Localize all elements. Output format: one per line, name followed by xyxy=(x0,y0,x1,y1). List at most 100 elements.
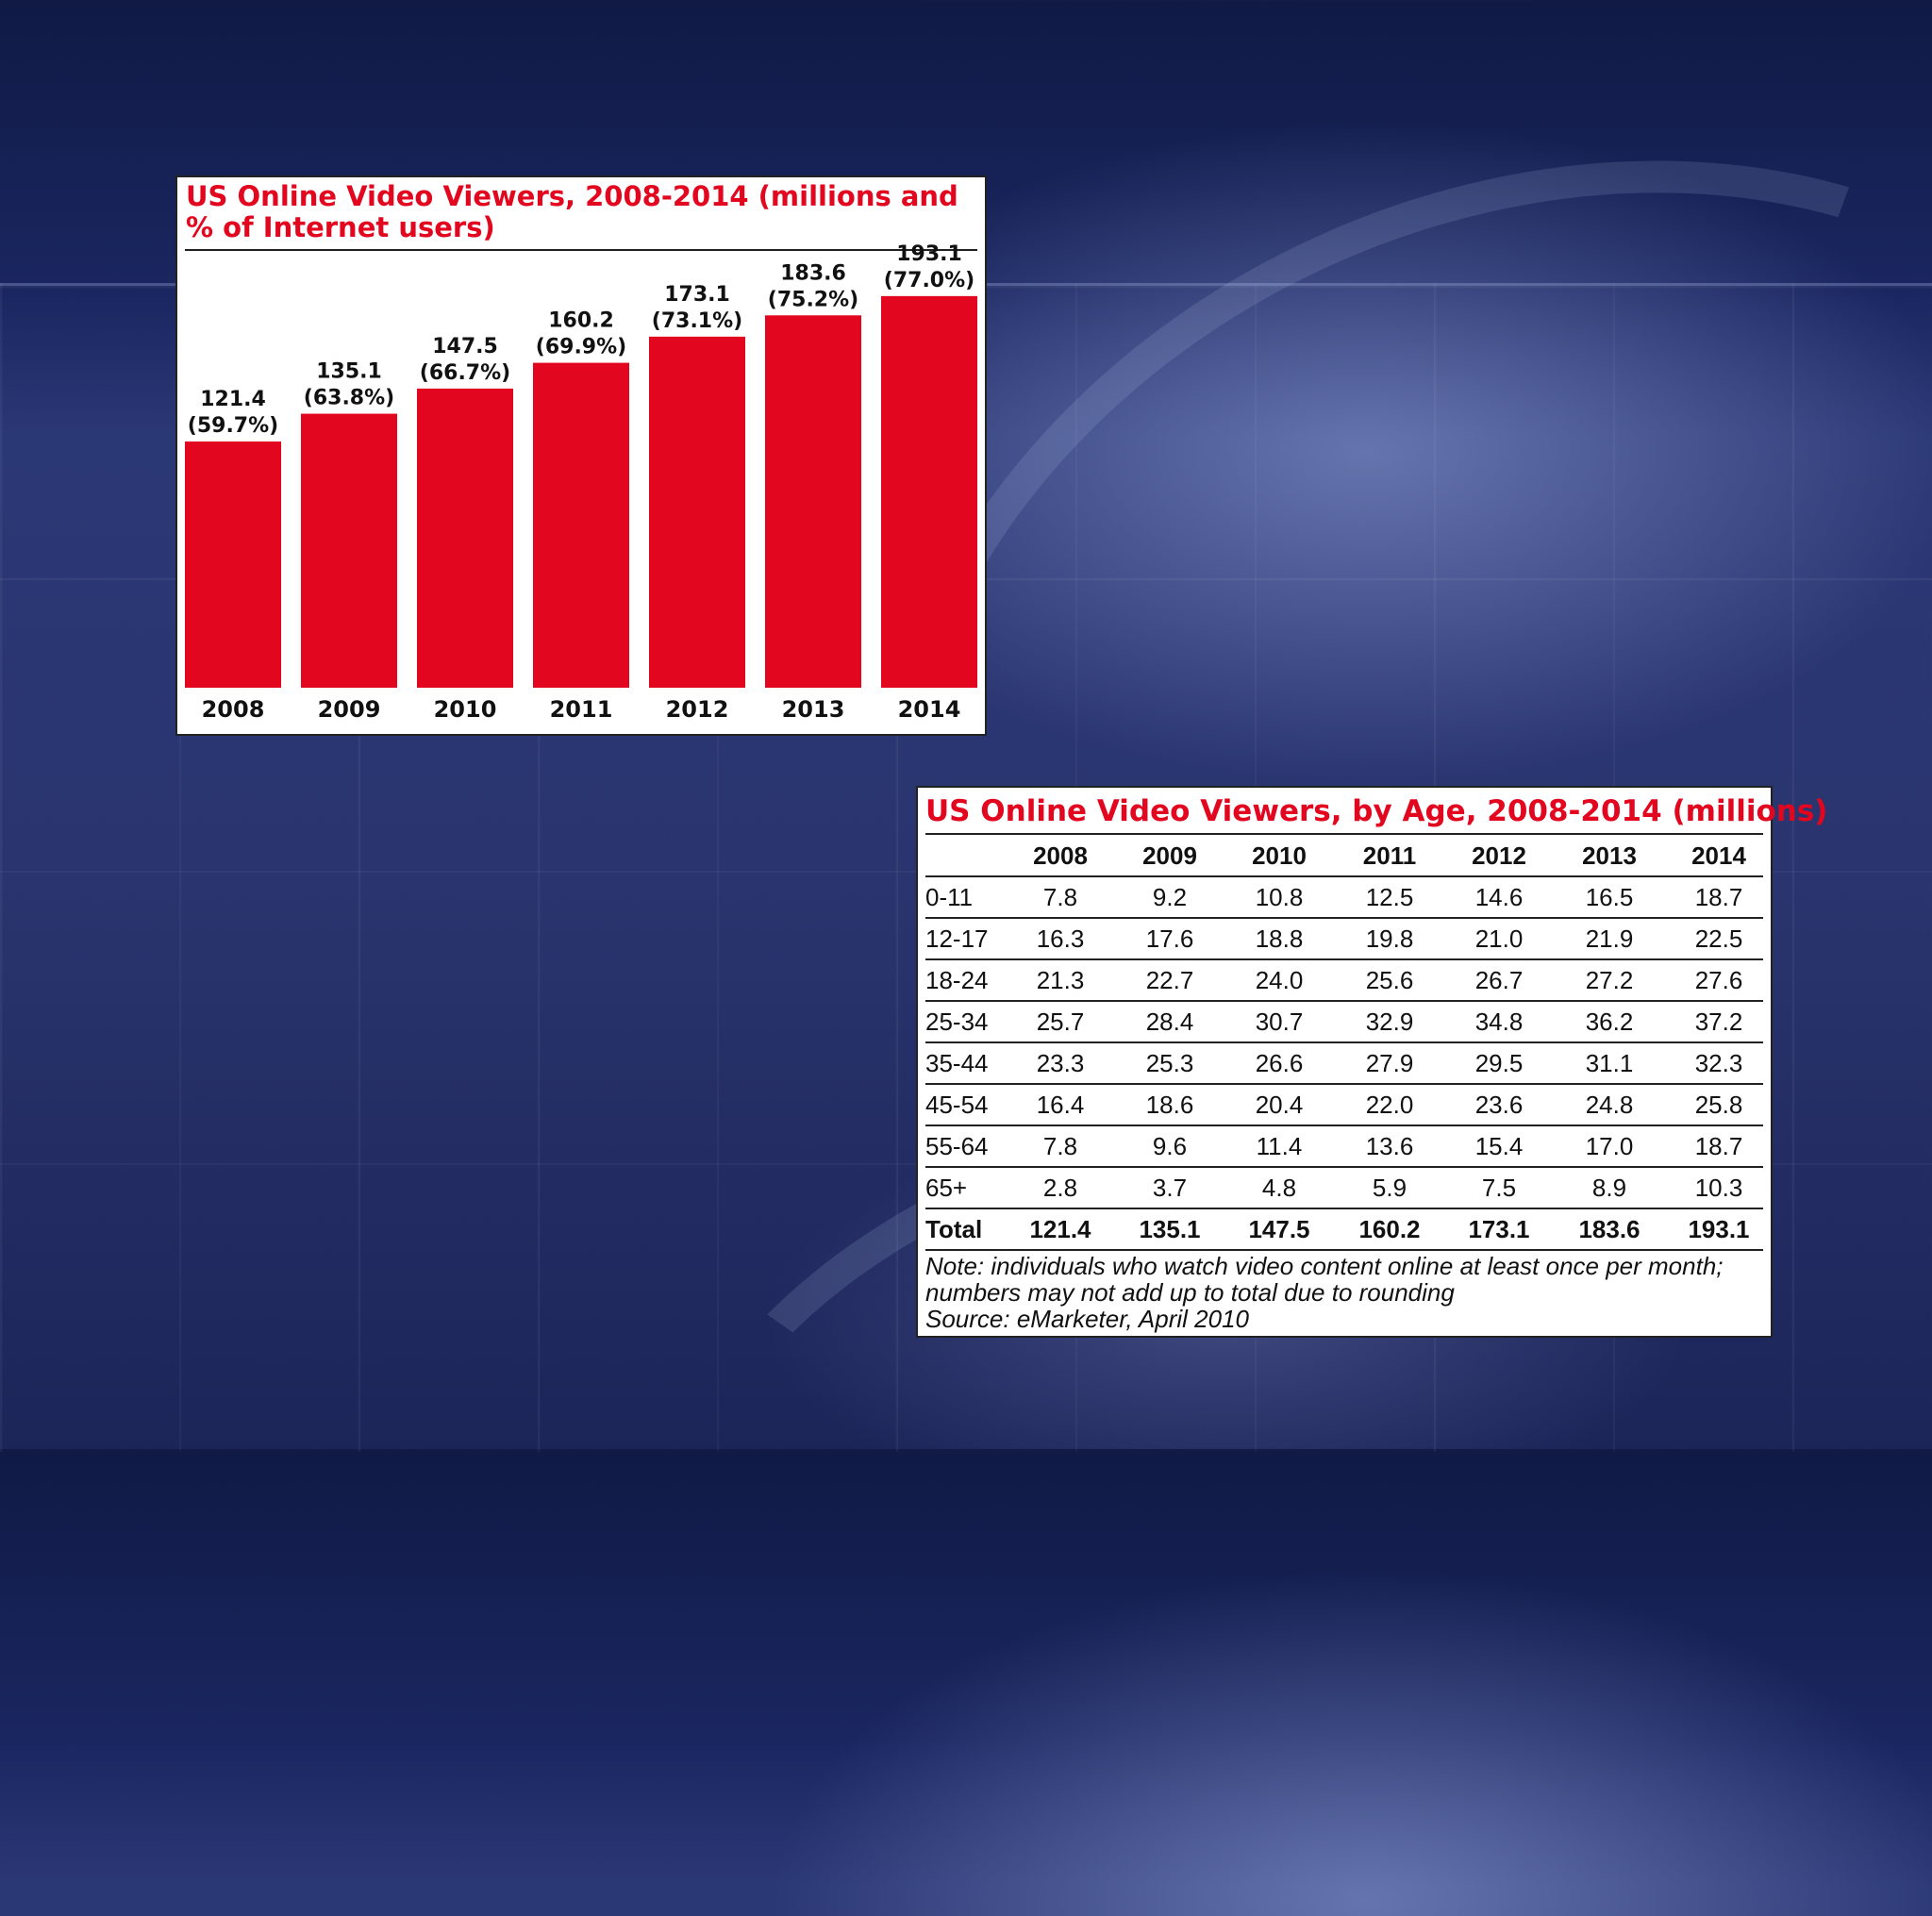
table-cell: 2009 xyxy=(1142,841,1197,870)
table-rule xyxy=(925,1125,1763,1126)
table-cell: 17.6 xyxy=(1145,925,1194,953)
chart-title: US Online Video Viewers, 2008-2014 (mill… xyxy=(186,180,958,243)
table-cell: 2008 xyxy=(1033,841,1088,870)
table-total-row: Total 121.4 135.1 147.5 160.2 173.1 183.6 193.1 xyxy=(925,1208,1763,1250)
table-row: 55-64 7.8 9.6 11.4 13.6 15.4 17.0 18.7 xyxy=(925,1125,1763,1167)
table-cell: 21.3 xyxy=(1036,966,1085,994)
x-tick-label: 2010 xyxy=(434,696,497,723)
table-rule xyxy=(925,1000,1763,1002)
table-cell: 12.5 xyxy=(1365,883,1414,911)
table-rule xyxy=(925,1249,1763,1251)
bar-percent-label: (73.1%) xyxy=(652,309,742,333)
x-tick-label: 2014 xyxy=(898,696,961,723)
x-tick-label: 2008 xyxy=(202,696,265,723)
table-cell: 11.4 xyxy=(1256,1132,1303,1160)
bar-value-label: 193.1 xyxy=(896,242,962,266)
table-cell: 20.4 xyxy=(1255,1091,1304,1119)
table-cell: 2011 xyxy=(1362,841,1417,870)
table-cell: 25.7 xyxy=(1036,1008,1085,1036)
table-cell: 7.8 xyxy=(1042,883,1078,911)
table-cell: 14.6 xyxy=(1474,883,1524,911)
table-cell: 16.5 xyxy=(1585,883,1634,911)
table-cell: 3.7 xyxy=(1152,1174,1188,1202)
table-cell: 22.7 xyxy=(1145,966,1194,994)
table-cell: 193.1 xyxy=(1688,1215,1750,1243)
table-cell: 27.6 xyxy=(1694,966,1743,994)
table-cell: 8.9 xyxy=(1591,1174,1627,1202)
bar-percent-label: (66.7%) xyxy=(420,361,510,385)
table-cell: 2013 xyxy=(1582,841,1637,870)
source-line: Source: eMarketer, April 2010 xyxy=(925,1305,1249,1333)
bar-2012 xyxy=(649,336,745,688)
table-row: 45-54 16.4 18.6 20.4 22.0 23.6 24.8 25.8 xyxy=(925,1084,1763,1125)
table-cell: 9.6 xyxy=(1152,1132,1188,1160)
row-label: 25-34 xyxy=(925,1008,989,1036)
table-cell: 24.8 xyxy=(1585,1091,1634,1119)
table-cell: 17.0 xyxy=(1585,1132,1634,1160)
table-rule xyxy=(925,875,1763,877)
table-cell: 13.6 xyxy=(1365,1132,1414,1160)
bar-value-label: 121.4 xyxy=(200,388,266,411)
table-cell: 27.2 xyxy=(1585,966,1634,994)
bar-2008 xyxy=(185,442,281,688)
table-rule xyxy=(925,1208,1763,1209)
bar-percent-label: (63.8%) xyxy=(304,387,394,410)
table-cell: 19.8 xyxy=(1365,925,1414,953)
table-cell: 25.6 xyxy=(1365,966,1414,994)
table-cell: 10.3 xyxy=(1694,1174,1743,1202)
table-cell: 18.6 xyxy=(1145,1091,1194,1119)
table-cell: 15.4 xyxy=(1474,1132,1524,1160)
table-cell: 10.8 xyxy=(1255,883,1304,911)
table-cell: 18.7 xyxy=(1694,1132,1743,1160)
table-cell: 173.1 xyxy=(1468,1215,1530,1243)
table-row: 0-11 7.8 9.2 10.8 12.5 14.6 16.5 18.7 xyxy=(925,876,1763,918)
bar-2013 xyxy=(765,315,861,688)
bar-value-label: 160.2 xyxy=(548,309,614,333)
bar-2011 xyxy=(533,362,629,688)
table-row: 25-34 25.7 28.4 30.7 32.9 34.8 36.2 37.2 xyxy=(925,1001,1763,1042)
table-cell: 27.9 xyxy=(1365,1049,1414,1077)
table-cell: 21.9 xyxy=(1585,925,1634,953)
bar-percent-label: (69.9%) xyxy=(536,336,626,359)
bar-value-label: 147.5 xyxy=(432,335,498,358)
row-label: 18-24 xyxy=(925,966,989,994)
x-tick-label: 2009 xyxy=(318,696,381,723)
row-label: 0-11 xyxy=(925,883,974,911)
table-rule xyxy=(925,917,1763,919)
table-title: US Online Video Viewers, by Age, 2008-20… xyxy=(925,794,1828,828)
table-cell: 32.3 xyxy=(1694,1049,1743,1077)
table-cell: 32.9 xyxy=(1365,1008,1414,1036)
bar-2010 xyxy=(417,388,513,688)
bar-value-label: 135.1 xyxy=(316,360,382,384)
row-label xyxy=(925,835,1020,876)
table-cell: 135.1 xyxy=(1139,1215,1201,1243)
bar-chart: 121.4 (59.7%) 2008 135.1 (63.8%) 2009 147.5 (66… xyxy=(185,242,977,723)
table-row: 18-24 21.3 22.7 24.0 25.6 26.7 27.2 27.6 xyxy=(925,959,1763,1001)
table-cell: 22.5 xyxy=(1694,925,1743,953)
table-cell: 23.3 xyxy=(1036,1049,1085,1077)
bar-value-label: 173.1 xyxy=(664,283,730,307)
table-cell: 4.8 xyxy=(1261,1174,1297,1202)
table-cell: 16.3 xyxy=(1036,925,1085,953)
row-label: 12-17 xyxy=(925,925,989,953)
table-cell: 25.8 xyxy=(1694,1091,1743,1119)
table-cell: 18.7 xyxy=(1694,883,1743,911)
table-cell: 34.8 xyxy=(1474,1008,1524,1036)
table-cell: 147.5 xyxy=(1248,1215,1310,1243)
table-cell: 31.1 xyxy=(1585,1049,1634,1077)
table-cell: 36.2 xyxy=(1585,1008,1634,1036)
table-cell: 29.5 xyxy=(1474,1049,1524,1077)
table-cell: 26.6 xyxy=(1255,1049,1304,1077)
x-tick-label: 2011 xyxy=(550,696,613,723)
table-cell: 9.2 xyxy=(1152,883,1188,911)
age-table-panel: US Online Video Viewers, by Age, 2008-20… xyxy=(916,786,1827,1338)
table-cell: 30.7 xyxy=(1255,1008,1304,1036)
table-rule xyxy=(925,1166,1763,1168)
note-line: Note: individuals who watch video conten… xyxy=(925,1252,1724,1280)
table-cell: 183.6 xyxy=(1578,1215,1641,1243)
x-tick-label: 2012 xyxy=(666,696,729,723)
chart-title-divider xyxy=(185,249,977,251)
table-cell: 2.8 xyxy=(1042,1174,1078,1202)
table-rule xyxy=(925,958,1763,960)
bar-percent-label: (59.7%) xyxy=(188,414,278,438)
